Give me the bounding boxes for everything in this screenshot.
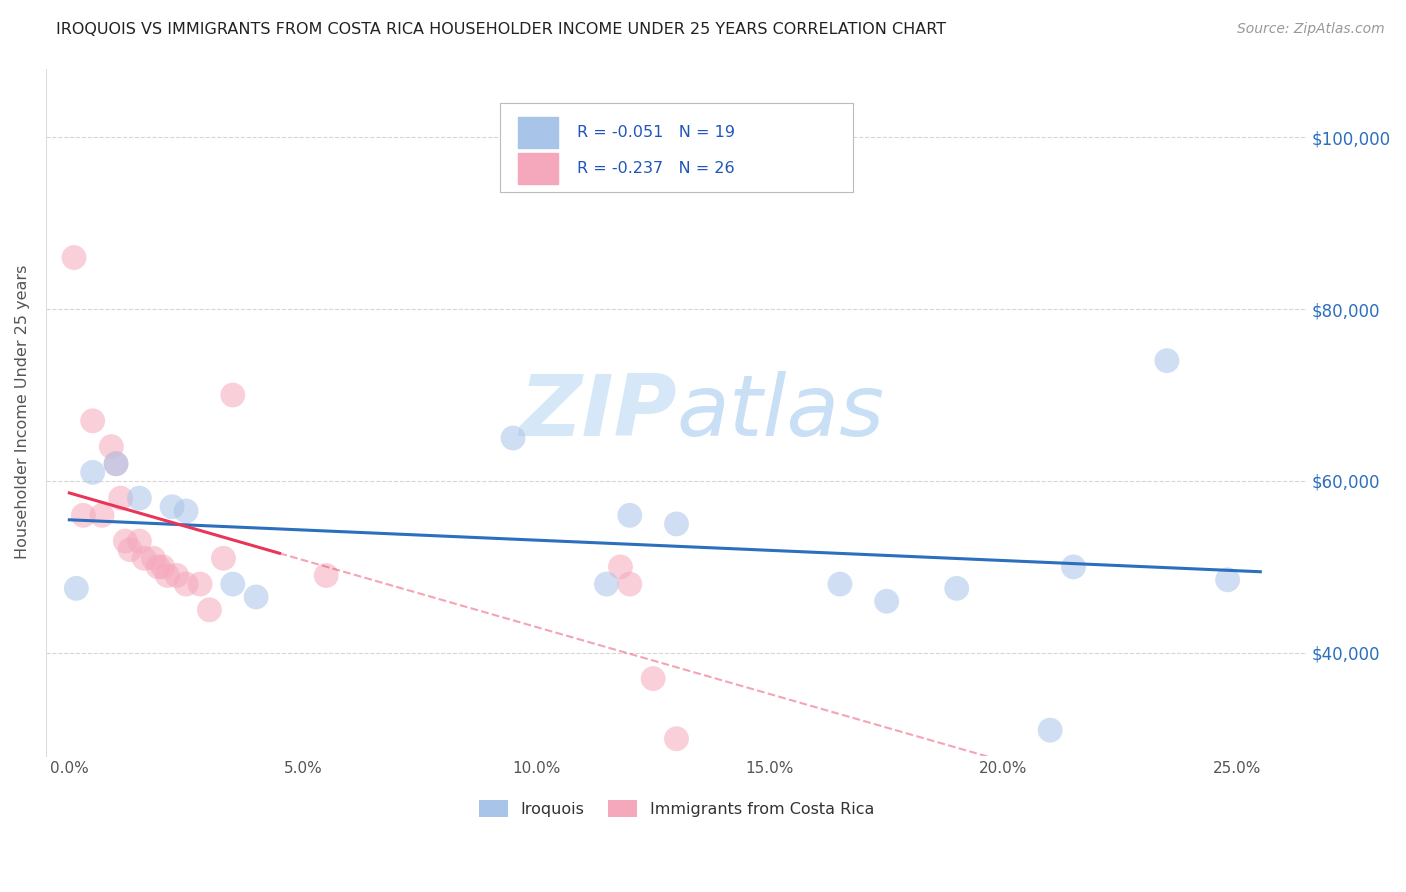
Point bbox=[595, 577, 617, 591]
Point bbox=[174, 577, 197, 591]
Point bbox=[65, 582, 87, 596]
Point bbox=[132, 551, 155, 566]
Y-axis label: Householder Income Under 25 years: Householder Income Under 25 years bbox=[15, 265, 30, 559]
Bar bbox=[517, 153, 558, 184]
Point bbox=[105, 457, 128, 471]
Point bbox=[609, 560, 631, 574]
Point bbox=[166, 568, 188, 582]
Point bbox=[160, 500, 183, 514]
Point bbox=[665, 731, 688, 746]
Text: Source: ZipAtlas.com: Source: ZipAtlas.com bbox=[1237, 22, 1385, 37]
Point bbox=[222, 577, 245, 591]
Point bbox=[110, 491, 132, 505]
Point bbox=[174, 504, 197, 518]
Text: R = -0.237   N = 26: R = -0.237 N = 26 bbox=[576, 161, 734, 176]
Text: IROQUOIS VS IMMIGRANTS FROM COSTA RICA HOUSEHOLDER INCOME UNDER 25 YEARS CORRELA: IROQUOIS VS IMMIGRANTS FROM COSTA RICA H… bbox=[56, 22, 946, 37]
Point bbox=[643, 672, 665, 686]
Point bbox=[1039, 723, 1062, 738]
Bar bbox=[517, 117, 558, 147]
Legend: Iroquois, Immigrants from Costa Rica: Iroquois, Immigrants from Costa Rica bbox=[472, 793, 880, 823]
Point bbox=[146, 560, 169, 574]
Point bbox=[212, 551, 235, 566]
Point bbox=[502, 431, 524, 445]
Point bbox=[198, 603, 221, 617]
Point bbox=[665, 516, 688, 531]
Point bbox=[945, 582, 967, 596]
Point bbox=[222, 388, 245, 402]
Point bbox=[91, 508, 114, 523]
Point bbox=[118, 542, 141, 557]
Point bbox=[828, 577, 851, 591]
Point bbox=[100, 440, 122, 454]
Point bbox=[114, 534, 136, 549]
Point bbox=[152, 560, 174, 574]
Point bbox=[128, 491, 150, 505]
Point bbox=[188, 577, 211, 591]
Point bbox=[82, 466, 104, 480]
Point bbox=[876, 594, 898, 608]
FancyBboxPatch shape bbox=[501, 103, 853, 193]
Point bbox=[1156, 353, 1178, 368]
Point bbox=[315, 568, 337, 582]
Point bbox=[82, 414, 104, 428]
Point bbox=[128, 534, 150, 549]
Point bbox=[245, 590, 267, 604]
Point bbox=[142, 551, 165, 566]
Text: ZIP: ZIP bbox=[519, 371, 676, 454]
Point bbox=[63, 251, 86, 265]
Text: atlas: atlas bbox=[676, 371, 884, 454]
Point bbox=[619, 577, 641, 591]
Text: R = -0.051   N = 19: R = -0.051 N = 19 bbox=[576, 125, 735, 140]
Point bbox=[619, 508, 641, 523]
Point bbox=[156, 568, 179, 582]
Point bbox=[105, 457, 128, 471]
Point bbox=[72, 508, 94, 523]
Point bbox=[1063, 560, 1085, 574]
Point bbox=[1216, 573, 1239, 587]
